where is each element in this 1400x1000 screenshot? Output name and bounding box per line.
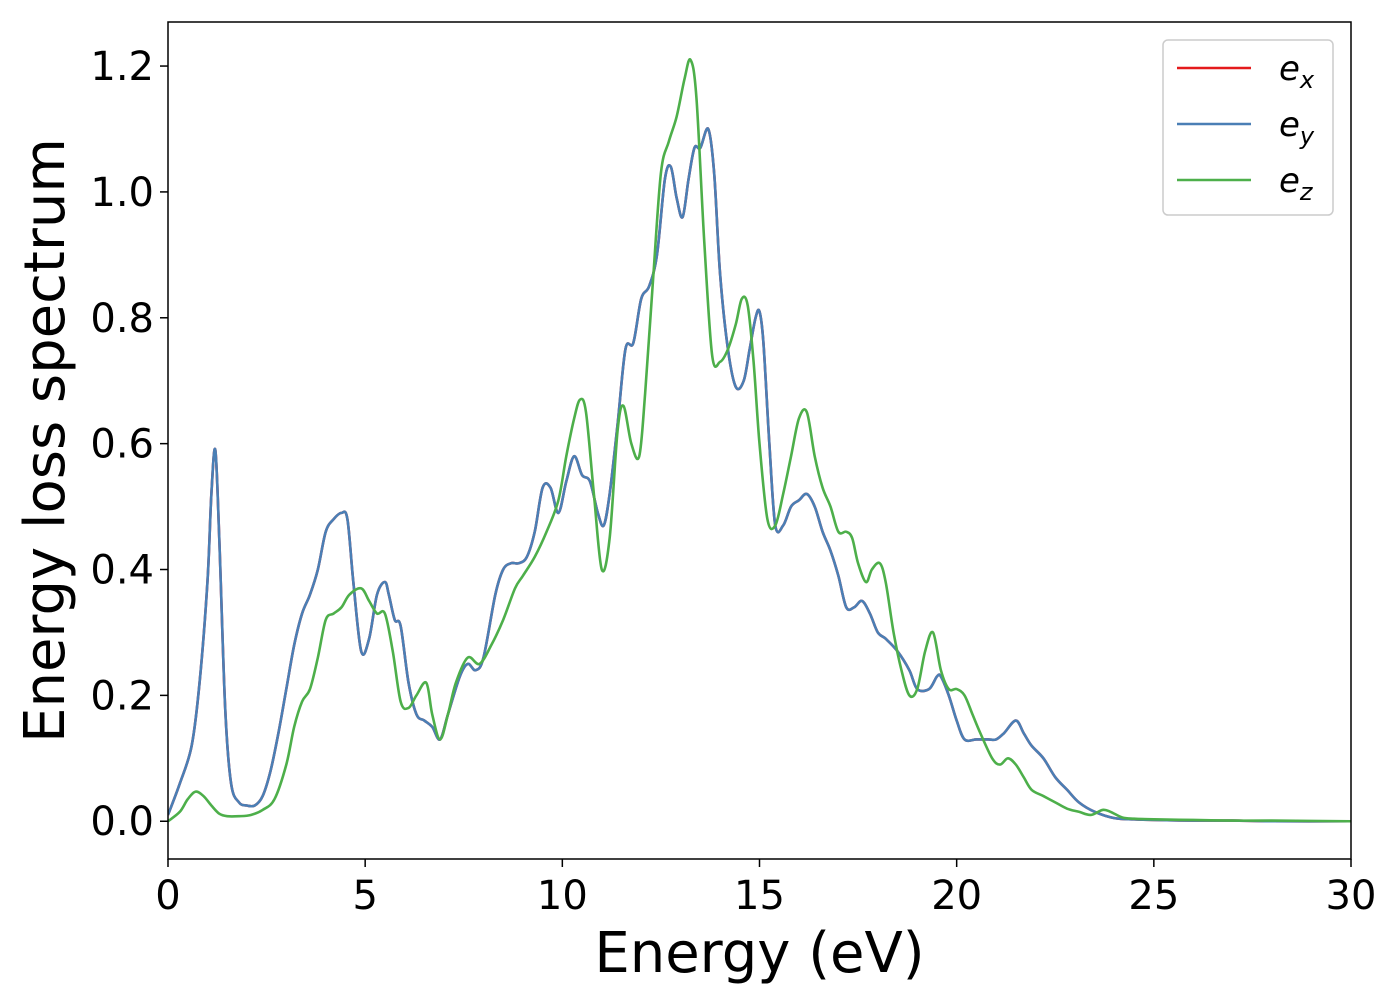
y-tick-label: 0.2 (90, 673, 154, 719)
plot-lines (168, 57, 1351, 823)
x-tick-label: 20 (931, 873, 982, 919)
x-tick-label: 25 (1128, 873, 1179, 919)
x-tick-label: 10 (537, 873, 588, 919)
legend-box (1162, 39, 1334, 216)
x-axis-title: Energy (eV) (594, 921, 924, 986)
y-axis-title: Energy loss spectrum (13, 138, 78, 743)
x-tick-label: 15 (734, 873, 785, 919)
y-tick-label: 0.8 (90, 296, 154, 342)
x-tick-label: 0 (155, 873, 180, 919)
y-tick-label: 0.4 (90, 548, 154, 594)
y-tick-label: 1.0 (90, 170, 154, 216)
series-line-y (168, 127, 1351, 823)
y-tick-label: 0.0 (90, 799, 154, 845)
y-tick-label: 0.6 (90, 422, 154, 468)
x-tick-label: 5 (352, 873, 377, 919)
x-tick-label: 30 (1326, 873, 1377, 919)
y-axis: 0.0 0.2 0.4 0.6 0.8 1.0 1.2 (90, 44, 168, 845)
series-line-z (168, 57, 1351, 823)
y-tick-label: 1.2 (90, 44, 154, 90)
x-axis: 0 5 10 15 20 25 30 (155, 859, 1376, 919)
